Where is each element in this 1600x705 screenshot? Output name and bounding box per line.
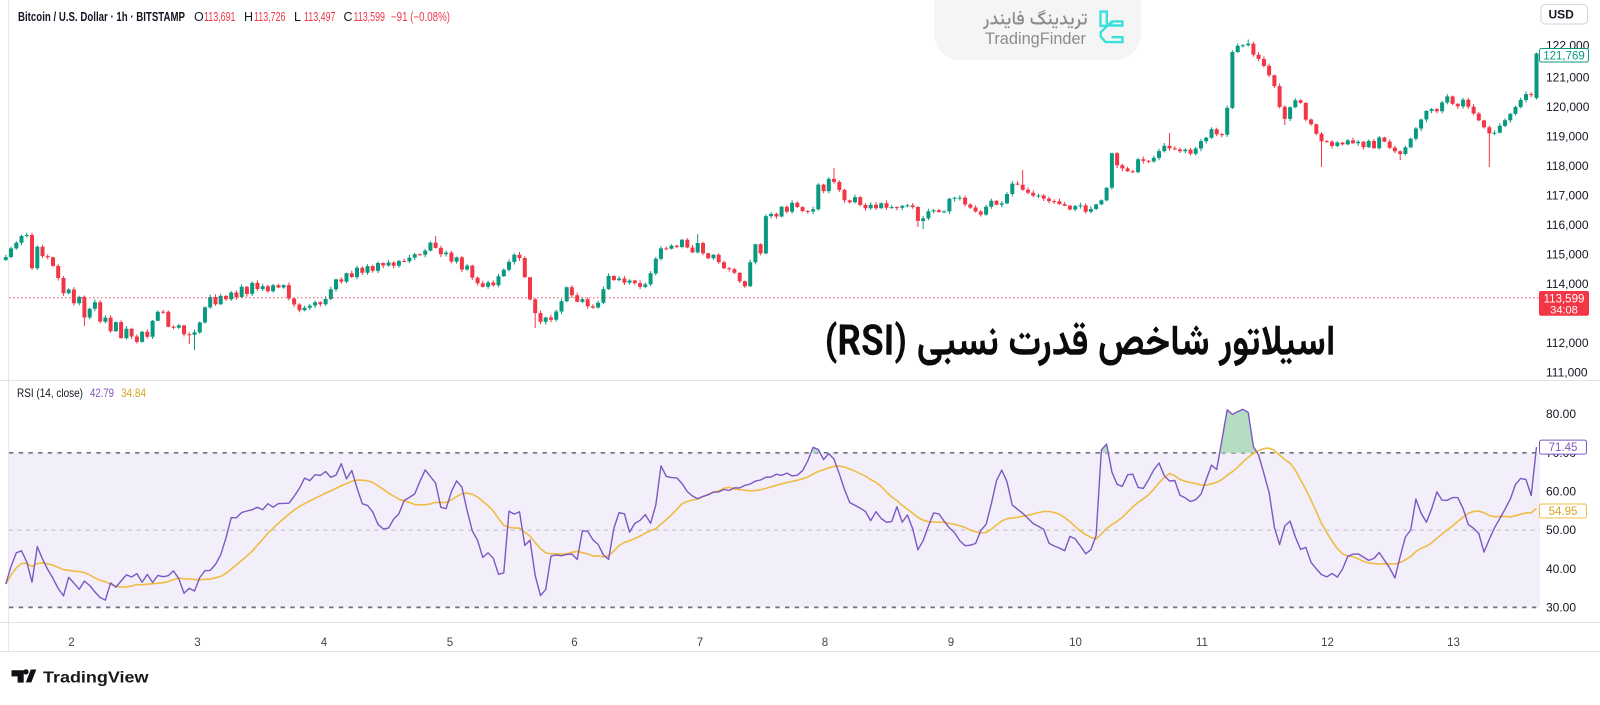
svg-text:111,000: 111,000	[1546, 365, 1588, 379]
svg-text:116,000: 116,000	[1546, 218, 1589, 232]
svg-text:115,000: 115,000	[1546, 248, 1589, 262]
svg-text:113,691: 113,691	[204, 10, 236, 24]
svg-text:9: 9	[948, 637, 954, 649]
svg-text:71.45: 71.45	[1549, 442, 1578, 454]
svg-text:USD: USD	[1549, 8, 1575, 22]
svg-text:−91 (−0.08%): −91 (−0.08%)	[391, 10, 450, 24]
svg-text:12: 12	[1321, 637, 1334, 649]
svg-text:4: 4	[321, 637, 328, 649]
svg-text:6: 6	[571, 637, 577, 649]
svg-text:80.00: 80.00	[1546, 407, 1576, 421]
svg-text:30.00: 30.00	[1546, 600, 1576, 614]
svg-text:50.00: 50.00	[1546, 523, 1576, 537]
svg-text:O: O	[194, 10, 204, 24]
svg-text:112,000: 112,000	[1546, 336, 1589, 350]
svg-text:120,000: 120,000	[1546, 100, 1590, 114]
svg-text:113,599: 113,599	[354, 10, 386, 24]
svg-text:Bitcoin / U.S. Dollar · 1h · B: Bitcoin / U.S. Dollar · 1h · BITSTAMP	[18, 9, 185, 24]
svg-text:10: 10	[1069, 637, 1082, 649]
svg-text:34:08: 34:08	[1550, 304, 1578, 316]
svg-text:5: 5	[447, 637, 453, 649]
svg-text:121,000: 121,000	[1546, 71, 1590, 85]
svg-text:113,497: 113,497	[304, 10, 336, 24]
svg-text:H: H	[244, 10, 253, 24]
svg-text:114,000: 114,000	[1546, 277, 1589, 291]
svg-text:2: 2	[68, 637, 74, 649]
svg-text:C: C	[344, 10, 353, 24]
svg-text:3: 3	[194, 637, 200, 649]
svg-text:13: 13	[1447, 637, 1460, 649]
svg-text:118,000: 118,000	[1546, 159, 1589, 173]
svg-text:121,769: 121,769	[1543, 50, 1585, 62]
svg-text:11: 11	[1196, 637, 1208, 649]
svg-text:60.00: 60.00	[1546, 484, 1576, 498]
svg-text:34.84: 34.84	[121, 386, 146, 400]
svg-text:113,726: 113,726	[254, 10, 286, 24]
svg-text:8: 8	[822, 637, 828, 649]
svg-text:TradingFinder: TradingFinder	[985, 30, 1086, 48]
svg-text:L: L	[294, 10, 301, 24]
svg-text:7: 7	[697, 637, 703, 649]
svg-text:113,599: 113,599	[1544, 293, 1585, 305]
svg-text:54.95: 54.95	[1549, 506, 1578, 518]
svg-text:40.00: 40.00	[1546, 562, 1576, 576]
svg-text:TradingView: TradingView	[43, 670, 150, 687]
svg-text:117,000: 117,000	[1546, 189, 1589, 203]
svg-text:RSI (14, close): RSI (14, close)	[17, 386, 83, 400]
svg-text:42.79: 42.79	[90, 386, 114, 400]
svg-text:119,000: 119,000	[1546, 130, 1589, 144]
